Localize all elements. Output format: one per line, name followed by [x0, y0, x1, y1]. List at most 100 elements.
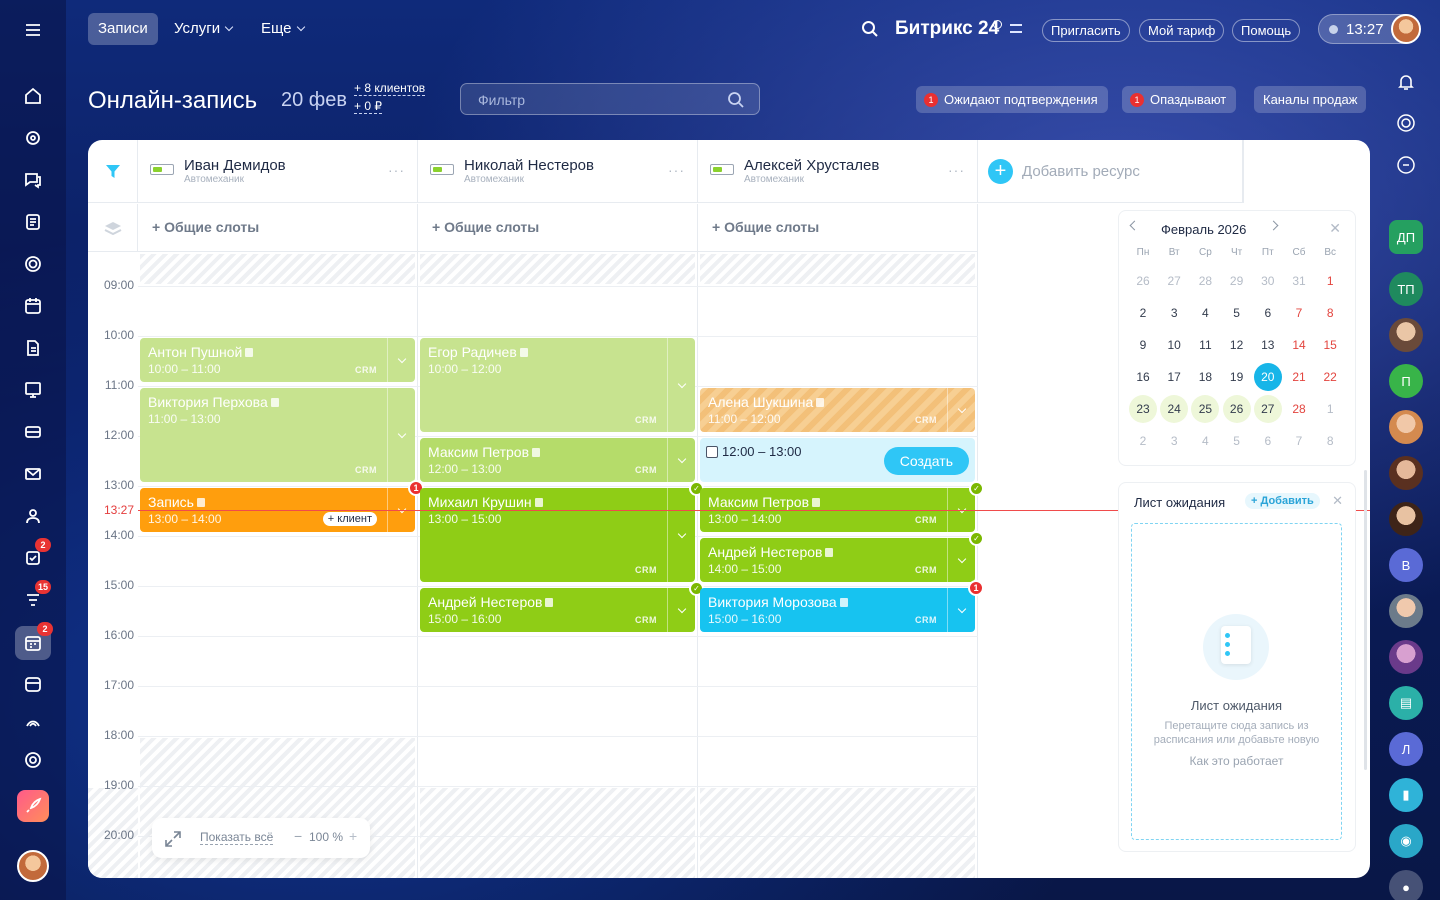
- filter-field[interactable]: Фильтр: [460, 83, 760, 115]
- shop-icon[interactable]: [17, 668, 49, 700]
- event-card[interactable]: Андрей Нестеров 14:00 – 15:00 CRM: [700, 538, 975, 582]
- feed-icon[interactable]: 15: [17, 580, 51, 616]
- calendar-day[interactable]: 31: [1292, 274, 1306, 288]
- more-icon[interactable]: ···: [948, 162, 965, 178]
- mail-icon[interactable]: [17, 458, 49, 490]
- calendar-day[interactable]: 8: [1326, 306, 1334, 320]
- more-icon[interactable]: ···: [668, 162, 685, 178]
- tasks-icon[interactable]: 2: [17, 538, 51, 574]
- calendar-day[interactable]: 12: [1229, 338, 1244, 352]
- bookmark-icon[interactable]: ▮: [1389, 778, 1423, 812]
- calendar-icon[interactable]: [17, 290, 49, 322]
- event-card[interactable]: Егор Радичев 10:00 – 12:00 CRM: [420, 338, 695, 432]
- calendar-day[interactable]: 13: [1261, 338, 1275, 352]
- target-icon[interactable]: [1389, 106, 1423, 140]
- calendar-day[interactable]: 2: [1139, 306, 1147, 320]
- tab-zapisi[interactable]: Записи: [88, 13, 158, 45]
- brand-logo[interactable]: Битрикс 24: [895, 18, 1000, 39]
- event-card[interactable]: Андрей Нестеров 15:00 – 16:00 CRM: [420, 588, 695, 632]
- sales-channels-button[interactable]: Каналы продаж: [1254, 86, 1367, 113]
- filter-cell[interactable]: [88, 140, 138, 203]
- more-icon[interactable]: ···: [388, 162, 405, 178]
- common-slots[interactable]: + Общие слоты: [418, 204, 698, 252]
- search-icon[interactable]: [861, 20, 879, 38]
- resource-header[interactable]: Алексей Хрусталев Автомеханик ···: [698, 140, 978, 203]
- calendar-day[interactable]: 27: [1253, 395, 1282, 423]
- search-chat-icon[interactable]: [1389, 148, 1423, 182]
- calendar-day[interactable]: 4: [1202, 306, 1209, 320]
- calendar-day[interactable]: 19: [1229, 370, 1244, 384]
- file-icon[interactable]: [17, 332, 49, 364]
- calendar-day[interactable]: 6: [1264, 434, 1272, 448]
- time-widget[interactable]: 13:27: [1318, 14, 1421, 44]
- how-it-works-link[interactable]: Как это работает: [1189, 754, 1284, 768]
- show-all-link[interactable]: Показать всё: [200, 830, 274, 845]
- calendar-day[interactable]: 11: [1199, 338, 1212, 352]
- prev-month-icon[interactable]: [1129, 220, 1140, 231]
- rocket-icon[interactable]: [17, 790, 49, 822]
- calendar-day[interactable]: 10: [1167, 338, 1181, 352]
- chat-avatar[interactable]: [1389, 640, 1423, 674]
- chat-tp[interactable]: ТП: [1389, 272, 1423, 306]
- user-avatar[interactable]: [17, 850, 49, 882]
- chat-avatar[interactable]: [1389, 318, 1423, 352]
- event-expand[interactable]: [387, 388, 415, 482]
- calendar-day[interactable]: 20: [1253, 363, 1282, 391]
- waitlist-dropzone[interactable]: Лист ожидания Перетащите сюда запись из …: [1131, 523, 1342, 840]
- menu-icon[interactable]: [17, 14, 49, 46]
- signal-icon[interactable]: [17, 706, 49, 738]
- resource-column[interactable]: [418, 252, 698, 878]
- event-card[interactable]: Алена Шукшина 11:00 – 12:00 CRM: [700, 388, 975, 432]
- new-slot[interactable]: 12:00 – 13:00 Создать: [700, 438, 975, 482]
- settings-sliders-icon[interactable]: [1010, 24, 1022, 33]
- add-client-button[interactable]: + клиент: [322, 512, 377, 526]
- common-slots[interactable]: + Общие слоты: [698, 204, 978, 252]
- my-plan-button[interactable]: Мой тариф: [1139, 19, 1225, 42]
- calendar-day[interactable]: 16: [1136, 370, 1150, 384]
- calendar-day[interactable]: 23: [1129, 395, 1157, 423]
- event-expand[interactable]: [387, 338, 415, 382]
- calendar-day[interactable]: 22: [1323, 370, 1337, 384]
- bot-icon[interactable]: ◉: [1389, 824, 1423, 858]
- zoom-out-button[interactable]: −: [294, 828, 303, 844]
- calendar-day[interactable]: 14: [1292, 338, 1306, 352]
- calendar-day[interactable]: 5: [1233, 306, 1240, 320]
- crm-icon[interactable]: [17, 122, 49, 154]
- users-icon[interactable]: [17, 500, 49, 532]
- calendar-day[interactable]: 5: [1233, 434, 1240, 448]
- calendar-day[interactable]: 28: [1198, 274, 1213, 288]
- chat-l[interactable]: Л: [1389, 732, 1423, 766]
- zoom-in-button[interactable]: +: [349, 828, 358, 844]
- calendar-day[interactable]: 26: [1136, 274, 1150, 288]
- event-expand[interactable]: [947, 388, 975, 432]
- group-icon[interactable]: ●: [1389, 870, 1423, 900]
- resource-column[interactable]: [698, 252, 978, 878]
- tab-uslugi[interactable]: Услуги: [164, 13, 242, 45]
- event-expand[interactable]: [947, 588, 975, 632]
- page-date[interactable]: 20 фев: [281, 89, 348, 111]
- pending-filter[interactable]: 1 Ожидают подтверждения: [916, 86, 1108, 113]
- calendar-day[interactable]: 24: [1160, 395, 1189, 423]
- event-expand[interactable]: [667, 588, 695, 632]
- calendar-day[interactable]: 28: [1292, 402, 1306, 416]
- event-expand[interactable]: [667, 438, 695, 482]
- clients-count[interactable]: + 8 клиентов: [354, 81, 426, 96]
- chat-avatar[interactable]: [1389, 410, 1423, 444]
- chat-v[interactable]: В: [1389, 548, 1423, 582]
- booking-icon[interactable]: 2: [15, 622, 53, 660]
- slot-checkbox[interactable]: [706, 446, 718, 458]
- settings-icon[interactable]: [17, 744, 49, 776]
- collapse-icon[interactable]: ✕: [1332, 493, 1343, 508]
- close-icon[interactable]: ✕: [1329, 220, 1341, 236]
- add-resource-button[interactable]: + Добавить ресурс: [978, 140, 1243, 203]
- calendar-day[interactable]: 4: [1202, 434, 1209, 448]
- calendar-day[interactable]: 1: [1326, 274, 1334, 288]
- storage-icon[interactable]: [17, 416, 49, 448]
- board-icon[interactable]: [17, 374, 49, 406]
- scrollbar[interactable]: [1364, 470, 1367, 770]
- documents-icon[interactable]: [17, 206, 49, 238]
- help-button[interactable]: Помощь: [1232, 19, 1301, 42]
- event-card[interactable]: Антон Пушной 10:00 – 11:00 CRM: [140, 338, 415, 382]
- calendar-day[interactable]: 6: [1264, 306, 1272, 320]
- chat-avatar[interactable]: [1389, 594, 1423, 628]
